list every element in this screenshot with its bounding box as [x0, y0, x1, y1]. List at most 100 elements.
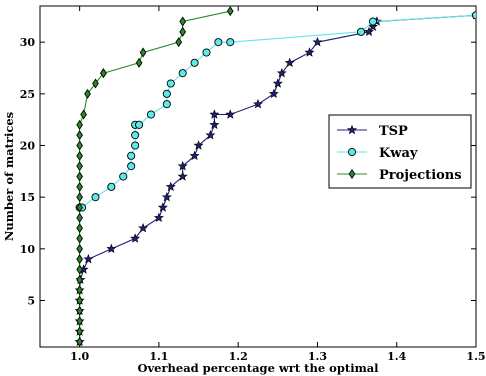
- data-point-kway: [107, 182, 116, 191]
- data-point-tsp: [161, 191, 172, 202]
- series-kway: [75, 11, 476, 212]
- legend-label: Kway: [379, 146, 418, 161]
- data-point-projections: [84, 88, 91, 99]
- legend-marker: [348, 168, 356, 180]
- data-point-projections: [76, 130, 83, 141]
- data-point-tsp: [284, 57, 295, 68]
- legend-item-tsp: TSP: [337, 124, 408, 139]
- data-point-projections: [100, 68, 107, 79]
- y-tick-label: 20: [20, 140, 36, 153]
- data-point-projections: [76, 254, 83, 265]
- y-axis-label: Number of matrices: [2, 112, 16, 241]
- legend-marker: [347, 147, 357, 157]
- y-tick-label: 25: [20, 88, 35, 101]
- data-point-projections: [135, 57, 143, 68]
- data-point-projections: [80, 109, 87, 120]
- tick-labels: 1.0 1.1 1.2 1.3 1.4 1.5 5 10 15 20 25 30: [20, 36, 486, 363]
- data-point-projections: [76, 212, 83, 223]
- data-point-kway: [166, 79, 175, 88]
- data-point-kway: [91, 193, 100, 202]
- data-point-kway: [135, 120, 144, 129]
- data-point-projections: [76, 171, 83, 182]
- data-point-tsp: [157, 202, 168, 212]
- data-point-kway: [202, 48, 211, 57]
- data-point-projections: [76, 181, 83, 192]
- data-point-projections: [76, 223, 83, 234]
- data-point-projections: [76, 316, 83, 327]
- x-tick-label: 1.3: [308, 350, 327, 363]
- data-point-tsp: [312, 36, 323, 47]
- data-point-tsp: [165, 181, 176, 192]
- data-point-kway: [368, 17, 377, 26]
- data-point-projections: [226, 6, 234, 17]
- data-point-projections: [179, 26, 187, 37]
- data-point-projections: [175, 37, 183, 48]
- series-projections: [76, 6, 234, 347]
- data-point-projections: [76, 150, 83, 161]
- data-point-kway: [127, 162, 136, 171]
- data-point-projections: [76, 264, 83, 275]
- data-point-tsp: [209, 109, 220, 119]
- data-point-tsp: [189, 150, 200, 161]
- data-point-projections: [76, 202, 83, 213]
- data-point-tsp: [138, 222, 149, 233]
- data-point-tsp: [106, 243, 117, 254]
- data-point-tsp: [225, 109, 236, 119]
- data-point-tsp: [304, 47, 315, 57]
- x-tick-label: 1.4: [387, 350, 406, 363]
- data-point-tsp: [209, 119, 220, 130]
- legend-item-projections: Projections: [337, 168, 462, 183]
- data-point-projections: [76, 336, 83, 347]
- data-point-tsp: [177, 171, 188, 181]
- data-point-kway: [162, 100, 171, 109]
- data-point-projections: [76, 326, 83, 337]
- data-point-projections: [139, 47, 147, 58]
- y-tick-label: 30: [20, 36, 36, 49]
- data-point-tsp: [193, 140, 204, 150]
- y-tick-label: 15: [20, 191, 35, 204]
- data-point-tsp: [367, 21, 378, 31]
- data-point-tsp: [153, 212, 164, 223]
- data-point-projections: [76, 274, 83, 285]
- x-axis-label: Overhead percentage wrt the optimal: [137, 361, 379, 375]
- data-point-kway: [131, 131, 140, 140]
- series-layer: [74, 6, 476, 347]
- y-tick-label: 10: [20, 243, 36, 256]
- legend-marker: [347, 124, 357, 135]
- data-point-tsp: [253, 98, 263, 109]
- data-point-projections: [76, 305, 83, 316]
- x-tick-label: 1.0: [70, 350, 89, 363]
- legend-label: TSP: [379, 124, 408, 139]
- data-point-tsp: [83, 253, 94, 264]
- x-tick-label: 1.5: [466, 350, 485, 363]
- data-point-kway: [471, 11, 476, 20]
- x-tick-label: 1.1: [149, 350, 168, 363]
- data-point-projections: [179, 16, 187, 27]
- data-point-projections: [92, 78, 99, 89]
- legend-item-kway: Kway: [337, 146, 418, 161]
- legend-label: Projections: [379, 168, 462, 183]
- data-point-tsp: [268, 88, 279, 99]
- data-point-projections: [76, 140, 83, 151]
- data-point-projections: [76, 295, 83, 306]
- data-point-kway: [178, 69, 187, 78]
- x-tick-label: 1.2: [229, 350, 248, 363]
- data-point-kway: [131, 141, 140, 150]
- data-point-kway: [162, 89, 171, 98]
- data-point-tsp: [276, 67, 287, 78]
- data-point-tsp: [205, 129, 216, 140]
- data-point-tsp: [130, 233, 141, 243]
- data-point-projections: [76, 192, 83, 203]
- data-point-projections: [76, 233, 83, 244]
- data-point-projections: [76, 243, 83, 254]
- data-point-kway: [226, 38, 235, 47]
- data-point-tsp: [272, 78, 283, 88]
- y-tick-label: 5: [27, 295, 35, 308]
- data-point-kway: [190, 58, 199, 67]
- data-point-tsp: [364, 26, 374, 37]
- data-point-tsp: [177, 160, 188, 171]
- data-point-projections: [76, 119, 83, 130]
- data-point-kway: [146, 110, 156, 119]
- data-point-kway: [214, 38, 223, 47]
